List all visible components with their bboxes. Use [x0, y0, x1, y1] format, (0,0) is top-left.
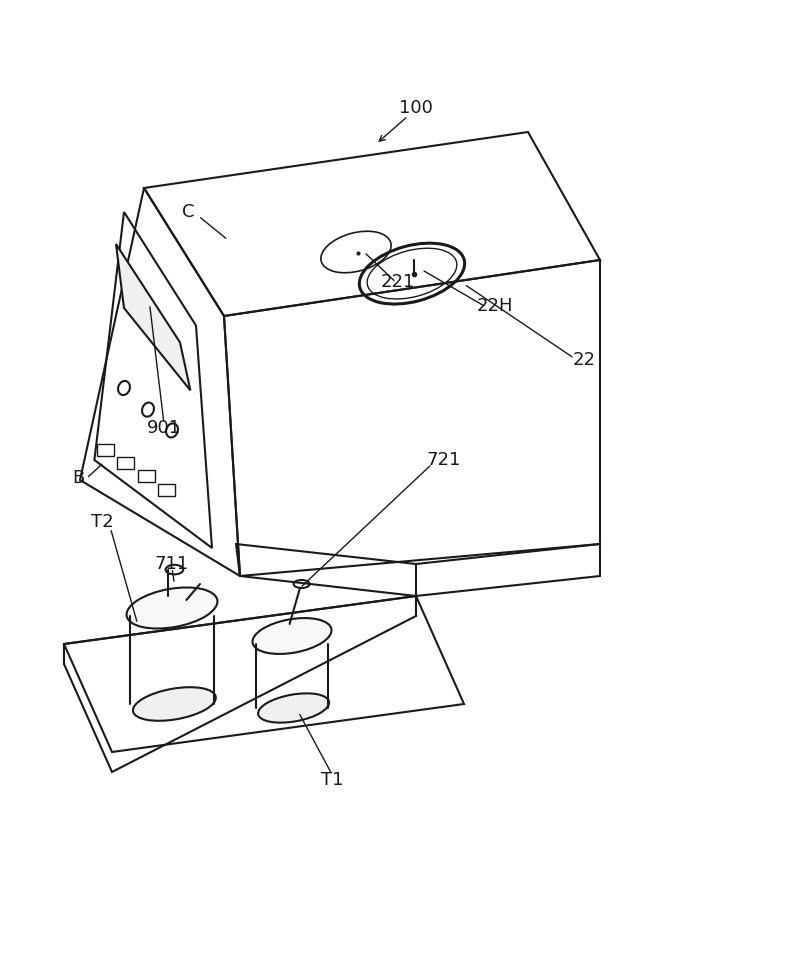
Text: 901: 901	[147, 419, 181, 437]
Text: 221: 221	[381, 273, 414, 291]
Ellipse shape	[253, 618, 331, 654]
Ellipse shape	[126, 588, 218, 629]
Polygon shape	[116, 244, 190, 391]
Text: 721: 721	[427, 451, 461, 469]
Ellipse shape	[133, 687, 216, 721]
Ellipse shape	[258, 693, 329, 723]
Text: 711: 711	[155, 555, 189, 573]
Text: B: B	[72, 469, 85, 488]
Text: T1: T1	[321, 771, 343, 789]
Text: 100: 100	[399, 99, 433, 117]
Text: 22: 22	[573, 351, 595, 369]
Text: 22H: 22H	[476, 297, 513, 315]
Text: T2: T2	[91, 514, 114, 532]
Text: C: C	[182, 203, 194, 221]
